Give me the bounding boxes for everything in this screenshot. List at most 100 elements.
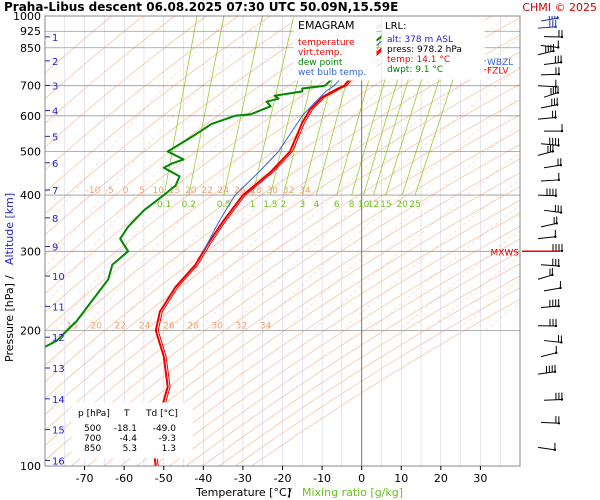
temperature-tick-label: 0 <box>358 472 365 485</box>
theta-label: 32 <box>283 186 294 196</box>
altitude-tick-label: 14 <box>52 395 65 406</box>
dry-adiabat-line <box>45 99 520 431</box>
dry-adiabat-line <box>185 251 520 466</box>
wind-barb <box>540 258 560 268</box>
mixing-ratio-label: 1.5 <box>263 200 277 210</box>
wind-barb <box>540 216 558 228</box>
lrl-title: LRL: <box>385 21 406 32</box>
altitude-tick-label: 3 <box>52 81 58 92</box>
pressure-tick-label: 850 <box>20 42 41 55</box>
dry-adiabat-line <box>87 172 520 466</box>
wind-barb <box>540 416 561 425</box>
table-header-t: T <box>123 409 130 419</box>
theta-label: 0 <box>123 186 129 196</box>
theta-label: -10 <box>86 186 101 196</box>
pressure-tick-label: 400 <box>20 189 41 202</box>
x-axis-label-temperature: Temperature [°C] <box>195 486 291 499</box>
theta-label: 24 <box>139 322 151 332</box>
dry-adiabat-line <box>103 186 520 466</box>
mixing-ratio-label: 4 <box>313 200 319 210</box>
wind-barb <box>543 204 563 214</box>
dry-adiabat-line <box>120 199 520 466</box>
table-row-850-t: 5.3 <box>123 444 137 454</box>
pressure-tick-label: 925 <box>20 25 41 38</box>
wind-barb <box>537 364 557 375</box>
wind-barb <box>540 345 558 358</box>
wind-barb <box>543 280 562 292</box>
moist-adiabat-line <box>45 16 310 307</box>
altitude-tick-label: 6 <box>52 159 58 170</box>
moist-adiabat-line <box>45 16 231 229</box>
wind-barb <box>537 442 557 452</box>
table-row-700-td: -9.3 <box>158 434 176 444</box>
theta-label: 24 <box>218 186 230 196</box>
pressure-tick-label: 1000 <box>13 10 41 23</box>
wind-barb <box>537 110 557 120</box>
wind-barb <box>540 67 561 76</box>
dry-adiabat-line <box>169 238 520 466</box>
temperature-tick-label: 10 <box>394 472 408 485</box>
lrl-box <box>381 16 485 80</box>
wind-barb <box>537 229 557 240</box>
table-row-700-t: -4.4 <box>119 434 137 444</box>
mxws-label: MXWS <box>490 248 519 258</box>
theta-label: 32 <box>236 322 247 332</box>
table-row-500-t: -18.1 <box>114 424 137 434</box>
wind-barb <box>537 188 558 197</box>
theta-label: 20 <box>185 186 197 196</box>
temperature-tick-label: -50 <box>155 472 173 485</box>
pressure-tick-label: 200 <box>20 325 41 338</box>
mixing-ratio-label: 0.5 <box>217 200 231 210</box>
dry-adiabat-line <box>202 263 520 466</box>
temperature-tick-label: 20 <box>434 472 448 485</box>
legend-title: EMAGRAM <box>298 19 355 32</box>
altitude-tick-label: 10 <box>52 272 65 283</box>
pressure-tick-label: 100 <box>20 460 41 473</box>
copyright: CHMI © 2025 <box>522 1 597 14</box>
wind-barb <box>544 124 564 133</box>
theta-label: 10 <box>152 186 164 196</box>
y-axis-label-altitude: Altitude [km] <box>3 193 16 265</box>
temperature-tick-label: -30 <box>234 472 252 485</box>
theta-label: 5 <box>139 186 145 196</box>
y-axis-label-pressure: Pressure [hPa] <box>3 283 16 362</box>
theta-label: 15 <box>169 186 180 196</box>
legend-wet-bulb: wet bulb temp. <box>298 68 366 78</box>
mixing-ratio-label: 0.1 <box>157 200 171 210</box>
wind-barb <box>540 16 559 22</box>
moist-adiabat-line <box>341 178 520 331</box>
mixing-ratio-label: 20 <box>396 200 408 210</box>
legend-temperature: temperature <box>298 38 355 48</box>
temperature-tick-label: -70 <box>76 472 94 485</box>
wind-barb <box>537 318 558 328</box>
dry-adiabat-line <box>218 275 520 466</box>
mixing-ratio-label: 1 <box>250 200 256 210</box>
dry-adiabat-line <box>45 51 520 383</box>
temperature-tick-label: -10 <box>313 472 331 485</box>
theta-label: 26 <box>163 322 175 332</box>
mixing-ratio-label: 0.2 <box>182 200 196 210</box>
theta-label: 34 <box>299 186 311 196</box>
altitude-tick-label: 12 <box>52 333 65 344</box>
chart-title: Praha-Libus descent 06.08.2025 07:30 UTC… <box>4 0 398 14</box>
theta-label: -5 <box>105 186 114 196</box>
moist-adiabat-line <box>313 151 520 331</box>
theta-label: 20 <box>90 322 102 332</box>
altitude-tick-label: 1 <box>52 33 58 44</box>
wind-barb <box>537 267 554 280</box>
table-header-p: p [hPa] <box>78 409 110 419</box>
wind-barb <box>540 97 559 109</box>
theta-label: 22 <box>115 322 126 332</box>
altitude-tick-label: 2 <box>52 57 58 68</box>
wind-barb <box>543 85 560 98</box>
pressure-tick-label: 600 <box>20 110 41 123</box>
table-row-850-p: 850 <box>84 444 101 454</box>
legend-dew-point: dew point <box>298 58 343 68</box>
wind-barb <box>543 55 563 66</box>
table-row-500-p: 500 <box>84 424 101 434</box>
mixing-ratio-line <box>188 16 225 196</box>
lrl-press: press: 978.2 hPa <box>387 45 462 55</box>
wind-barb <box>540 40 560 49</box>
table-row-500-td: -49.0 <box>153 424 177 434</box>
wind-barb <box>537 19 557 29</box>
